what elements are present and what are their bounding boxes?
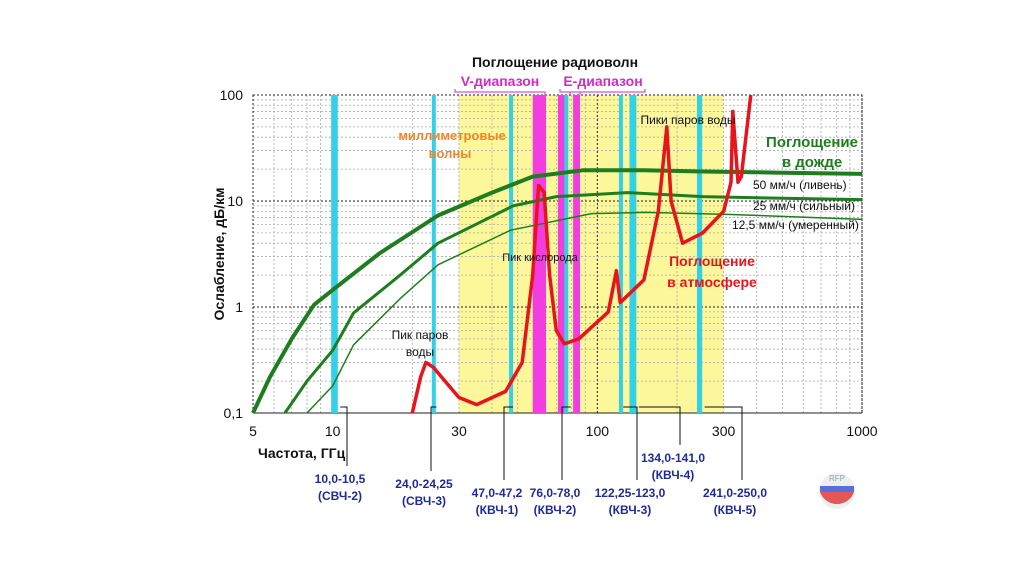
mm-wave-label: миллиметровые: [398, 128, 505, 143]
x-tick-label: 1000: [846, 423, 877, 439]
chart-title: Поглощение радиоволн: [472, 54, 638, 70]
allocation-leader: [503, 406, 514, 480]
series-line-0: [251, 168, 863, 414]
allocation-leader: [561, 406, 571, 480]
atm-title: в атмосфере: [667, 274, 757, 290]
series-line-1: [283, 191, 863, 414]
x-tick-label: 30: [451, 423, 467, 439]
x-axis-label: Частота, ГГц: [258, 445, 346, 461]
water-peaks-label: Пики паров воды: [640, 113, 735, 127]
allocation-range: 241,0-250,0: [703, 486, 767, 500]
oxygen-peak-label: Пик кислорода: [502, 252, 578, 264]
rain-title: Поглощение: [766, 134, 858, 151]
y-tick-label: 1: [235, 299, 243, 315]
water-peak-label: Пик паров: [392, 328, 449, 342]
y-axis-label: Ослабление, дБ/км: [211, 188, 227, 321]
allocation-name: (КВЧ-5): [714, 503, 757, 517]
series-line-3: [410, 94, 753, 414]
allocation-line: [331, 95, 338, 413]
mm-wave-label: волны: [429, 146, 472, 161]
water-peak-label: воды: [406, 345, 434, 359]
rfp-logo-blue: [820, 486, 854, 492]
x-tick-label: 100: [586, 423, 610, 439]
rfp-logo-red: [820, 492, 854, 505]
allocation-leader: [430, 406, 437, 471]
x-tick-label: 10: [325, 423, 341, 439]
allocation-leader: [623, 406, 638, 480]
allocation-line: [509, 95, 514, 413]
band-bracket: [454, 89, 546, 95]
allocation-line: [564, 95, 569, 413]
x-tick-label: 300: [712, 423, 736, 439]
allocation-name: (КВЧ-1): [476, 503, 519, 517]
allocation-name: (КВЧ-3): [609, 503, 652, 517]
x-tick-label: 5: [249, 423, 257, 439]
y-tick-label: 10: [227, 193, 243, 209]
allocation-name: (СВЧ-2): [318, 489, 362, 503]
y-tick-label: 100: [220, 87, 244, 103]
allocation-name: (СВЧ-3): [402, 494, 446, 508]
allocation-leader: [638, 406, 681, 445]
y-tick-label: 0,1: [224, 405, 244, 421]
series-line-2: [306, 211, 863, 414]
allocation-range: 47,0-47,2: [472, 486, 523, 500]
allocation-line: [696, 95, 703, 413]
allocation-range: 76,0-78,0: [530, 486, 581, 500]
series-label: 50 мм/ч (ливень): [753, 178, 847, 192]
band-rect: [557, 95, 566, 413]
allocation-name: (КВЧ-2): [534, 503, 577, 517]
allocation-name: (КВЧ-4): [652, 468, 695, 482]
band-bracket: [580, 89, 646, 93]
band-label: V-диапазон: [461, 73, 540, 89]
rfp-logo-text: RFP: [829, 474, 845, 483]
allocation-line: [629, 95, 637, 413]
rain-title: в дожде: [782, 154, 842, 171]
allocation-leader: [704, 406, 743, 480]
allocation-line: [431, 95, 436, 413]
allocation-line: [618, 95, 623, 413]
allocation-range: 10,0-10,5: [315, 472, 366, 486]
allocation-leader: [340, 406, 348, 466]
band-label: E-диапазон: [563, 73, 642, 89]
mm-wave-region: [458, 95, 724, 413]
atm-title: Поглощение: [669, 253, 755, 269]
series-label: 25 мм/ч (сильный): [753, 199, 855, 213]
allocation-range: 134,0-141,0: [641, 451, 705, 465]
allocation-range: 24,0-24,25: [395, 477, 453, 491]
band-rect: [573, 95, 580, 413]
plot-frame: [252, 94, 863, 414]
band-bracket: [559, 89, 571, 95]
allocation-range: 122,25-123,0: [595, 486, 666, 500]
series-label: 12,5 мм/ч (умеренный): [732, 218, 859, 232]
